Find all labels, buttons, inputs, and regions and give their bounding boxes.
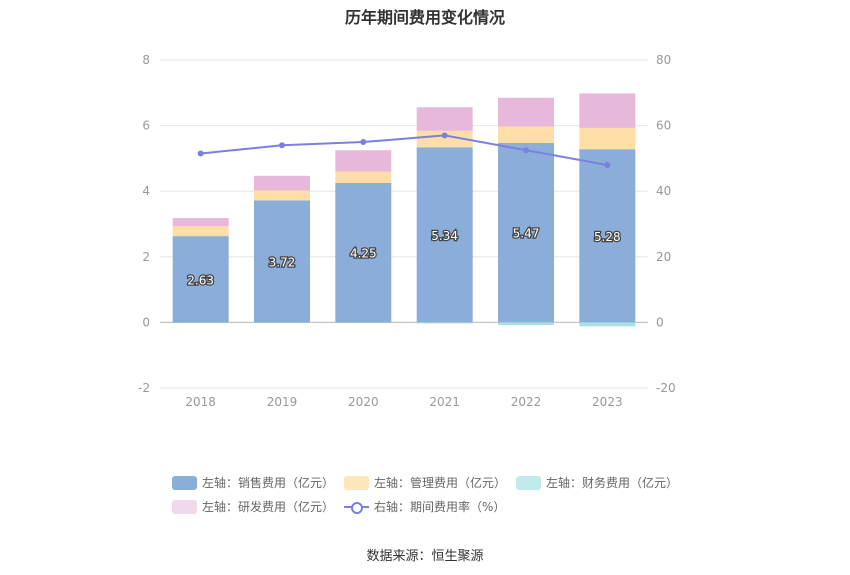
legend-swatch-sales bbox=[172, 475, 197, 490]
legend-swatch-rnd bbox=[172, 499, 197, 514]
legend-item-finance[interactable]: 左轴：财务费用（亿元） bbox=[516, 474, 678, 491]
left-axis-tick-label: 8 bbox=[142, 53, 150, 67]
bar-data-label: 2.63 bbox=[187, 273, 214, 287]
left-axis-tick-label: 6 bbox=[142, 119, 150, 133]
expense-rate-point bbox=[197, 150, 204, 157]
bar-data-label: 4.25 bbox=[350, 247, 377, 261]
x-axis-tick-label: 2022 bbox=[511, 395, 542, 409]
x-axis-tick-label: 2018 bbox=[185, 395, 216, 409]
bar-segment bbox=[335, 150, 392, 172]
bar-segment bbox=[498, 126, 554, 143]
bar-segment bbox=[172, 226, 229, 237]
expense-rate-line bbox=[200, 134, 608, 166]
data-source-note: 数据来源：恒生聚源 bbox=[366, 549, 484, 564]
right-axis-tick-label: 20 bbox=[656, 250, 671, 264]
legend-label-sales: 左轴：销售费用（亿元） bbox=[202, 476, 335, 490]
bar-segment bbox=[335, 183, 392, 323]
x-axis-tick-label: 2020 bbox=[348, 395, 379, 409]
expense-rate-point bbox=[604, 161, 611, 168]
bar-segment bbox=[498, 322, 554, 326]
bar-segment bbox=[579, 322, 636, 327]
right-axis-tick-label: 60 bbox=[656, 119, 671, 133]
right-axis-tick-label: -20 bbox=[656, 381, 676, 395]
legend-label-rnd: 左轴：研发费用（亿元） bbox=[202, 500, 335, 514]
left-axis-tick-label: 0 bbox=[142, 315, 150, 329]
bar-segment bbox=[416, 107, 473, 131]
expense-rate-point bbox=[360, 139, 367, 145]
bar-data-label: 3.72 bbox=[269, 255, 296, 269]
chart-title: 历年期间费用变化情况 bbox=[344, 8, 505, 27]
expense-rate-point bbox=[523, 147, 529, 154]
legend-swatch-admin bbox=[344, 475, 369, 490]
right-axis-tick-label: 0 bbox=[656, 315, 664, 329]
bar-segment bbox=[335, 171, 392, 183]
legend-swatch-expense-rate bbox=[344, 500, 369, 514]
legend-label-expense-rate: 右轴：期间费用率（%） bbox=[374, 500, 506, 514]
bar-segment bbox=[416, 322, 473, 324]
right-axis-tick-label: 80 bbox=[656, 53, 671, 67]
legend-item-rnd[interactable]: 左轴：研发费用（亿元） bbox=[172, 498, 334, 515]
x-axis-tick-label: 2019 bbox=[267, 395, 298, 409]
bar-segment bbox=[579, 93, 636, 128]
bar-data-label: 5.47 bbox=[513, 227, 540, 241]
bar-segment bbox=[416, 147, 473, 323]
legend-label-finance: 左轴：财务费用（亿元） bbox=[546, 476, 679, 490]
bar-segment bbox=[498, 142, 554, 323]
legend-swatch-finance bbox=[516, 475, 541, 490]
legend-item-admin[interactable]: 左轴：管理费用（亿元） bbox=[344, 474, 506, 491]
bar-segment bbox=[254, 175, 310, 191]
legend-item-sales[interactable]: 左轴：销售费用（亿元） bbox=[172, 474, 334, 491]
bar-segment bbox=[172, 218, 229, 227]
left-axis-tick-label: -2 bbox=[138, 381, 150, 395]
legend-item-expense-rate[interactable]: 右轴：期间费用率（%） bbox=[344, 498, 505, 515]
bar-data-label: 5.28 bbox=[594, 230, 621, 244]
bar-segment bbox=[498, 97, 554, 127]
left-axis-tick-label: 2 bbox=[142, 250, 150, 264]
bar-segment bbox=[254, 190, 310, 201]
x-axis-tick-label: 2023 bbox=[592, 395, 623, 409]
right-axis-tick-label: 40 bbox=[656, 184, 671, 198]
bar-segment bbox=[172, 236, 229, 323]
bar-segment bbox=[254, 200, 310, 323]
bar-segment bbox=[416, 130, 473, 148]
legend-label-admin: 左轴：管理费用（亿元） bbox=[374, 476, 507, 490]
bar-segment bbox=[579, 149, 636, 323]
expense-rate-point bbox=[279, 142, 285, 149]
left-axis-tick-label: 4 bbox=[142, 184, 150, 198]
bar-segment bbox=[579, 127, 636, 150]
x-axis-tick-label: 2021 bbox=[429, 395, 460, 409]
expense-rate-point bbox=[441, 132, 448, 139]
bar-data-label: 5.34 bbox=[431, 229, 458, 243]
